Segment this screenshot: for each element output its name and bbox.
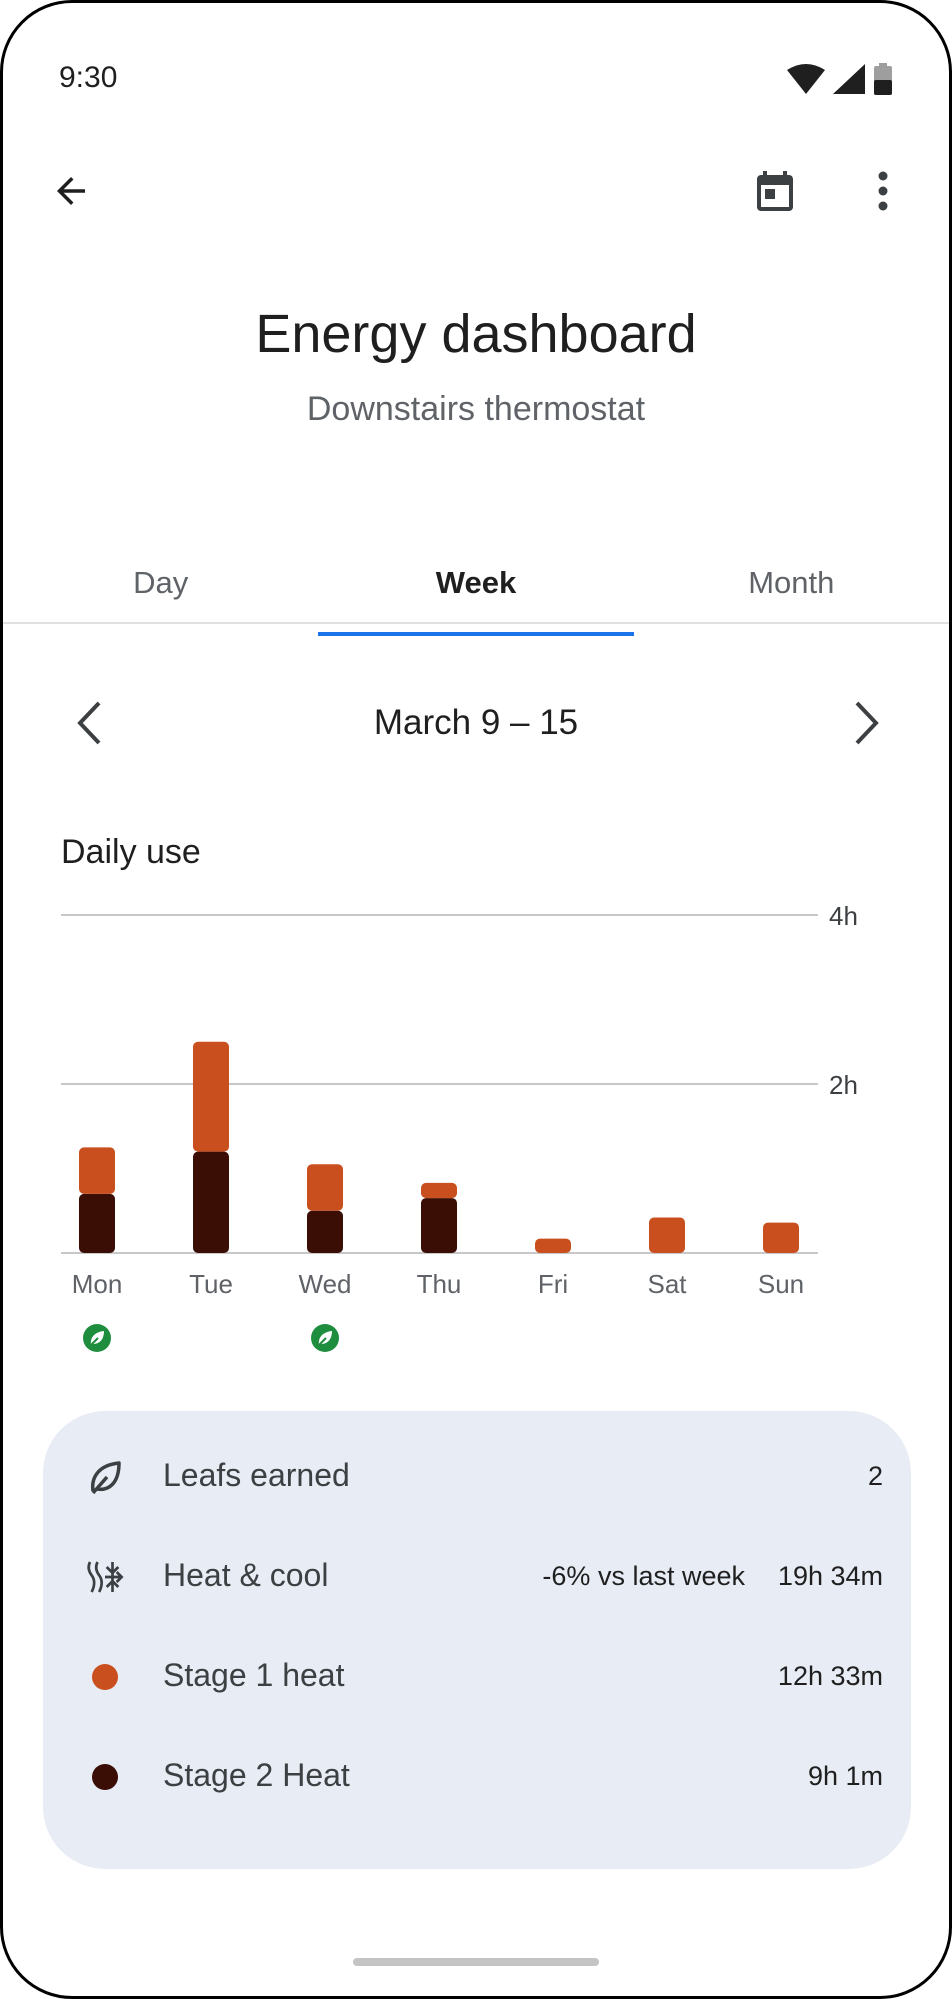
more-vert-icon: [878, 171, 888, 211]
chevron-right-icon: [855, 701, 879, 745]
stage1-heat-value: 12h 33m: [777, 1661, 883, 1691]
page-subtitle: Downstairs thermostat: [306, 390, 646, 428]
date-range-label: March 9 – 15: [373, 703, 579, 742]
eco-leaf-icon: [310, 1323, 340, 1353]
arrow-back-icon: [57, 177, 85, 205]
status-icons: [787, 63, 893, 95]
heat-cool-value: 19h 34m: [777, 1561, 883, 1591]
bar-segment-stage2[interactable]: [307, 1210, 343, 1253]
heat-cool-label: Heat & cool: [163, 1557, 329, 1593]
bar-segment-stage1[interactable]: [193, 1041, 229, 1152]
x-tick-label: Fri: [538, 1269, 568, 1299]
bar-segment-stage1[interactable]: [307, 1164, 343, 1211]
x-tick-label: Sun: [758, 1269, 804, 1299]
bar-segment-stage2[interactable]: [193, 1151, 229, 1253]
wifi-icon: [787, 64, 825, 94]
x-tick-label: Mon: [72, 1269, 123, 1299]
bar-segment-stage1[interactable]: [79, 1147, 115, 1194]
daily-use-title: Daily use: [61, 833, 201, 871]
bar-segment-stage1[interactable]: [535, 1238, 571, 1253]
y-tick-label: 4h: [829, 901, 858, 931]
calendar-icon: [757, 171, 793, 211]
summary-card: Leafs earned 2 Heat & cool -6% vs last w…: [43, 1411, 911, 1869]
leaf-outline-icon: [85, 1457, 125, 1497]
previous-range-button[interactable]: [59, 693, 119, 753]
more-options-button[interactable]: [853, 161, 913, 221]
calendar-button[interactable]: [745, 161, 805, 221]
summary-row-leafs: Leafs earned 2: [43, 1439, 911, 1509]
bar-segment-stage1[interactable]: [421, 1182, 457, 1199]
home-indicator[interactable]: [353, 1958, 599, 1966]
bar-segment-stage2[interactable]: [79, 1193, 115, 1253]
page-title: Energy dashboard: [255, 304, 697, 364]
bar-segment-stage1[interactable]: [649, 1217, 685, 1253]
battery-icon: [874, 63, 892, 95]
y-tick-label: 2h: [829, 1070, 858, 1100]
signal-icon: [833, 64, 865, 94]
x-tick-label: Wed: [299, 1269, 352, 1299]
heat-cool-icon: [85, 1557, 125, 1597]
summary-row-heat-cool: Heat & cool -6% vs last week 19h 34m: [43, 1539, 911, 1609]
stage1-dot-icon: [85, 1657, 125, 1697]
bar-segment-stage1[interactable]: [763, 1222, 799, 1253]
stage2-heat-value: 9h 1m: [807, 1761, 883, 1791]
summary-row-stage1: Stage 1 heat 12h 33m: [43, 1639, 911, 1709]
x-tick-label: Thu: [417, 1269, 462, 1299]
chevron-left-icon: [77, 701, 101, 745]
eco-leaf-icon: [82, 1323, 112, 1353]
leafs-earned-label: Leafs earned: [163, 1457, 350, 1493]
stage2-heat-label: Stage 2 Heat: [163, 1757, 350, 1793]
tab-month[interactable]: Month: [748, 565, 835, 600]
daily-use-chart: 4h 2h Mon Tue Wed Thu Fri Sat Sun: [61, 901, 858, 1299]
status-time: 9:30: [59, 61, 118, 94]
stage1-heat-label: Stage 1 heat: [163, 1657, 345, 1693]
x-tick-label: Sat: [647, 1269, 687, 1299]
period-tabs: Day Week Month: [3, 558, 949, 636]
tab-week[interactable]: Week: [318, 558, 634, 636]
x-tick-label: Tue: [189, 1269, 233, 1299]
summary-row-stage2: Stage 2 Heat 9h 1m: [43, 1739, 911, 1809]
tab-day[interactable]: Day: [133, 565, 189, 600]
back-button[interactable]: [41, 161, 101, 221]
stage2-dot-icon: [85, 1757, 125, 1797]
next-range-button[interactable]: [837, 693, 897, 753]
heat-cool-comparison: -6% vs last week: [542, 1561, 745, 1591]
bar-segment-stage2[interactable]: [421, 1198, 457, 1253]
leafs-earned-value: 2: [867, 1461, 883, 1491]
